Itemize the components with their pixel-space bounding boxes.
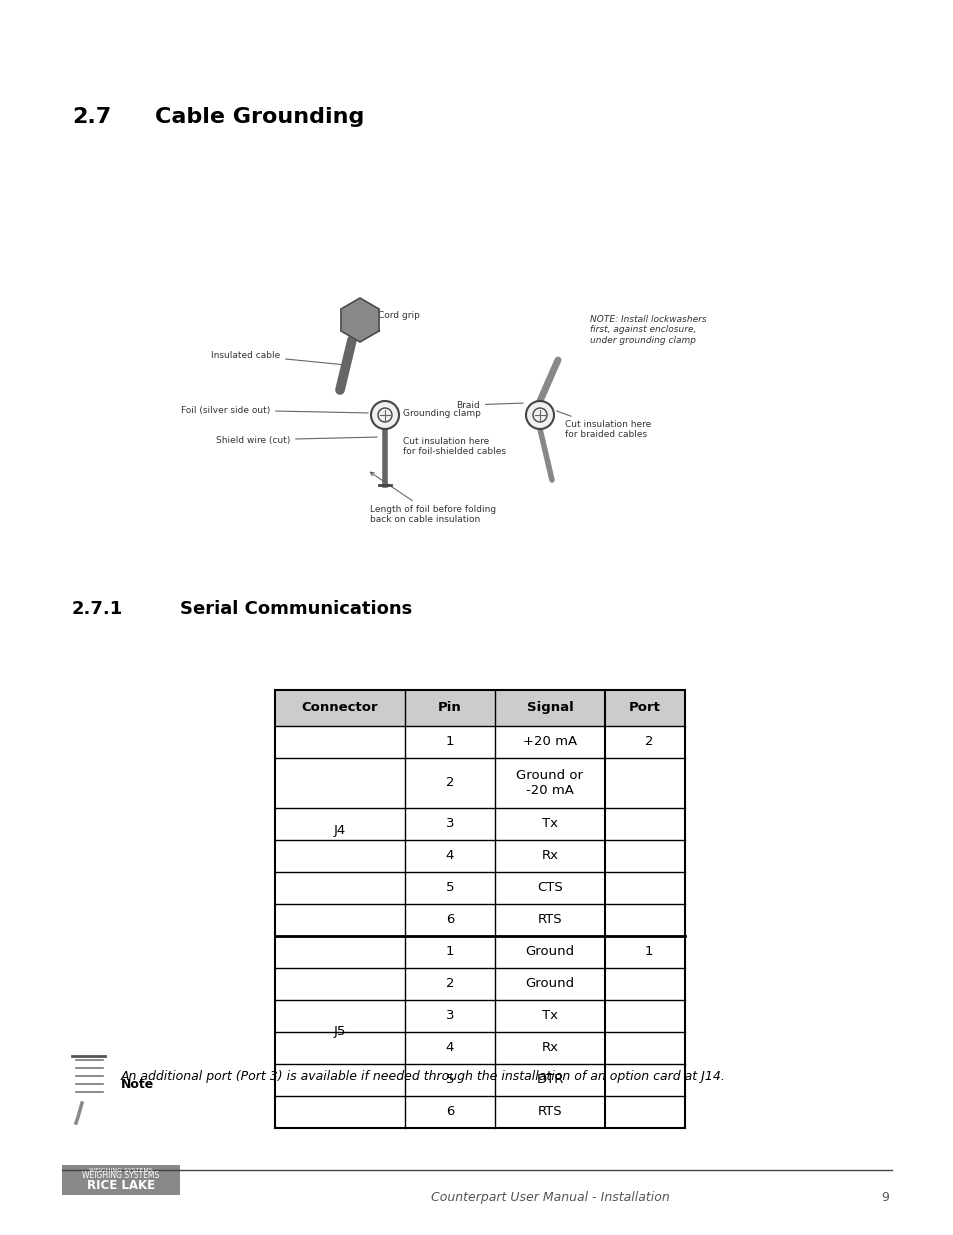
Text: Connector: Connector	[301, 701, 378, 715]
Bar	[274, 758, 684, 808]
Text: Cable Grounding: Cable Grounding	[154, 107, 364, 127]
Text: Shield wire (cut): Shield wire (cut)	[215, 436, 376, 445]
Bar	[274, 968, 684, 1000]
Text: Cut insulation here
for braided cables: Cut insulation here for braided cables	[556, 411, 651, 440]
Bar	[274, 1032, 684, 1065]
Circle shape	[371, 401, 398, 429]
Text: Insulated cable: Insulated cable	[211, 351, 343, 364]
Text: RICE LAKE: RICE LAKE	[87, 1179, 155, 1193]
Text: 2.7.1: 2.7.1	[71, 600, 123, 618]
Text: 1: 1	[445, 736, 454, 748]
Bar	[274, 872, 684, 904]
Text: Tx: Tx	[541, 818, 558, 830]
Polygon shape	[340, 298, 378, 342]
Bar	[274, 808, 684, 840]
Text: 2: 2	[445, 977, 454, 990]
Bar	[274, 904, 684, 936]
Text: Cut insulation here
for foil-shielded cables: Cut insulation here for foil-shielded ca…	[402, 437, 505, 457]
Text: Rx: Rx	[541, 850, 558, 862]
Text: 4: 4	[445, 1041, 454, 1055]
Text: Note: Note	[121, 1078, 154, 1092]
Bar	[274, 1000, 684, 1032]
Text: 5: 5	[445, 1073, 454, 1087]
Bar	[274, 690, 684, 726]
Text: DTR: DTR	[536, 1073, 563, 1087]
Text: Ground or
-20 mA: Ground or -20 mA	[516, 769, 583, 797]
Text: 9: 9	[881, 1192, 888, 1204]
Text: RTS: RTS	[537, 1105, 561, 1119]
Text: An additional port (Port 3) is available if needed through the installation of a: An additional port (Port 3) is available…	[121, 1070, 725, 1083]
Text: Braid: Braid	[456, 400, 522, 410]
Text: 3: 3	[445, 1009, 454, 1023]
Text: Length of foil before folding
back on cable insulation: Length of foil before folding back on ca…	[370, 472, 496, 525]
Text: RTS: RTS	[537, 914, 561, 926]
Text: Ground: Ground	[525, 977, 574, 990]
Text: J5: J5	[334, 1025, 346, 1039]
Text: NOTE: Install lockwashers
first, against enclosure,
under grounding clamp: NOTE: Install lockwashers first, against…	[589, 315, 706, 345]
Text: 2.7: 2.7	[71, 107, 112, 127]
Text: 2: 2	[445, 777, 454, 789]
Text: Signal: Signal	[526, 701, 573, 715]
Text: Grounding clamp: Grounding clamp	[402, 409, 480, 417]
Text: Serial Communications: Serial Communications	[180, 600, 412, 618]
Text: CTS: CTS	[537, 882, 562, 894]
Text: 2: 2	[644, 736, 653, 748]
Circle shape	[525, 401, 554, 429]
Bar	[274, 1065, 684, 1095]
Text: 1: 1	[445, 946, 454, 958]
Text: WEIGHING SYSTEMS: WEIGHING SYSTEMS	[89, 1168, 152, 1173]
Bar	[274, 936, 684, 968]
Text: 1: 1	[644, 946, 653, 958]
Text: +20 mA: +20 mA	[522, 736, 577, 748]
Text: 5: 5	[445, 882, 454, 894]
Text: Rx: Rx	[541, 1041, 558, 1055]
Text: 6: 6	[445, 914, 454, 926]
Text: Tx: Tx	[541, 1009, 558, 1023]
Bar	[274, 1095, 684, 1128]
Bar	[62, 1177, 180, 1195]
Bar	[274, 840, 684, 872]
Text: Ground: Ground	[525, 946, 574, 958]
Text: J4: J4	[334, 825, 346, 837]
Text: 6: 6	[445, 1105, 454, 1119]
Text: Pin: Pin	[437, 701, 461, 715]
Text: 3: 3	[445, 818, 454, 830]
Text: 4: 4	[445, 850, 454, 862]
Text: Foil (silver side out): Foil (silver side out)	[180, 405, 368, 415]
Text: Cord grip: Cord grip	[377, 310, 419, 320]
Text: Port: Port	[628, 701, 660, 715]
Bar	[62, 1165, 180, 1177]
Bar	[274, 726, 684, 758]
Text: Counterpart User Manual - Installation: Counterpart User Manual - Installation	[430, 1192, 669, 1204]
Text: WEIGHING SYSTEMS: WEIGHING SYSTEMS	[82, 1172, 159, 1181]
